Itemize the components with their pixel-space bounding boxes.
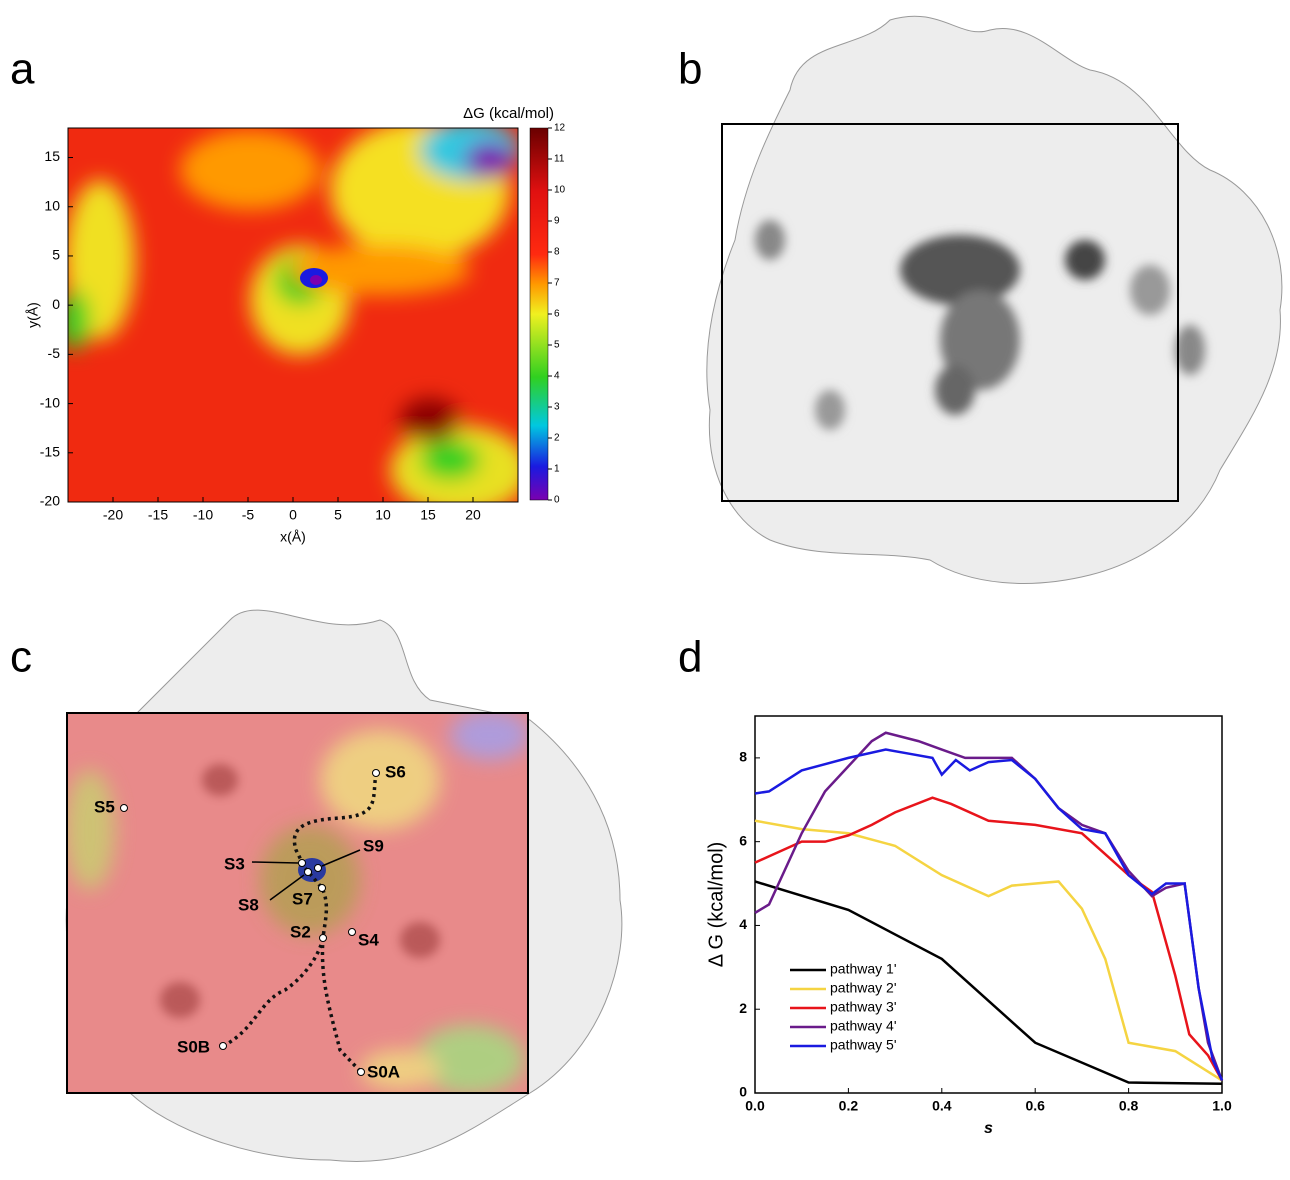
x-tick-label: 15 bbox=[420, 507, 436, 523]
colorbar-tick-label: 12 bbox=[554, 123, 566, 134]
colorbar-tick-label: 8 bbox=[554, 247, 560, 258]
colorbar-tick-label: 0 bbox=[554, 495, 560, 506]
site-label: S0B bbox=[177, 1037, 210, 1056]
y-tick-label: 8 bbox=[739, 749, 747, 765]
site-dot bbox=[314, 864, 322, 872]
colorbar-tick-label: 11 bbox=[554, 154, 565, 165]
y-tick-label: 15 bbox=[44, 148, 60, 164]
site-dot bbox=[120, 804, 128, 812]
legend-label: pathway 1' bbox=[830, 961, 897, 977]
x-tick-label: -20 bbox=[103, 507, 123, 523]
series-line bbox=[754, 796, 1224, 1082]
series-line bbox=[754, 731, 1224, 1081]
y-axis-label: Δ G (kcal/mol) bbox=[705, 842, 727, 968]
panel-label: d bbox=[678, 633, 702, 682]
colorbar bbox=[529, 127, 549, 501]
x-tick-label: 0 bbox=[289, 507, 297, 523]
series-line bbox=[754, 748, 1224, 1081]
site-dot bbox=[219, 1042, 227, 1050]
x-axis-label: s bbox=[984, 1120, 993, 1137]
legend-label: pathway 5' bbox=[830, 1037, 897, 1053]
x-tick-label: -5 bbox=[242, 507, 255, 523]
x-axis-label: x(Å) bbox=[280, 529, 306, 545]
panel-label: a bbox=[10, 45, 35, 94]
protein-surface-overlay bbox=[65, 609, 623, 1163]
colorbar-tick-label: 10 bbox=[554, 185, 566, 196]
panel-label: b bbox=[678, 45, 702, 94]
protein-surface bbox=[706, 15, 1283, 584]
y-tick-label: -20 bbox=[40, 493, 60, 509]
colorbar-tick-label: 4 bbox=[554, 371, 560, 382]
site-dot bbox=[319, 934, 327, 942]
x-tick-label: 0.0 bbox=[745, 1098, 765, 1114]
x-tick-label: 10 bbox=[375, 507, 391, 523]
x-tick-label: 1.0 bbox=[1212, 1098, 1232, 1114]
colorbar-label: ΔG (kcal/mol) bbox=[463, 105, 554, 122]
site-label: S5 bbox=[94, 797, 115, 816]
y-tick-label: -10 bbox=[40, 394, 60, 410]
x-tick-label: -15 bbox=[148, 507, 168, 523]
y-tick-label: 6 bbox=[739, 832, 747, 848]
site-label: S9 bbox=[363, 836, 384, 855]
x-tick-label: 0.4 bbox=[932, 1098, 952, 1114]
site-dot bbox=[357, 1068, 365, 1076]
colorbar-tick-label: 7 bbox=[554, 278, 560, 289]
contour-surface bbox=[68, 128, 518, 502]
legend-label: pathway 2' bbox=[830, 980, 897, 996]
colorbar-tick-label: 2 bbox=[554, 433, 560, 444]
site-label: S0A bbox=[367, 1062, 400, 1081]
x-tick-label: 0.2 bbox=[839, 1098, 859, 1114]
series-line bbox=[754, 819, 1223, 1082]
site-dot bbox=[304, 868, 312, 876]
legend-label: pathway 3' bbox=[830, 999, 897, 1015]
colorbar-tick-label: 6 bbox=[554, 309, 560, 320]
y-tick-label: 10 bbox=[44, 197, 60, 213]
y-axis-label: y(Å) bbox=[25, 302, 41, 328]
colorbar-tick-label: 1 bbox=[554, 464, 560, 475]
site-dot bbox=[348, 928, 356, 936]
site-label: S4 bbox=[358, 930, 379, 949]
panel-label: c bbox=[10, 633, 32, 682]
x-tick-label: 0.8 bbox=[1119, 1098, 1139, 1114]
y-tick-label: 0 bbox=[739, 1084, 747, 1100]
y-tick-label: -5 bbox=[48, 345, 61, 361]
site-dot bbox=[372, 769, 380, 777]
y-tick-label: 5 bbox=[52, 247, 60, 263]
site-dot bbox=[318, 884, 326, 892]
y-tick-label: -15 bbox=[40, 443, 60, 459]
colorbar-tick-label: 9 bbox=[554, 216, 560, 227]
colorbar-tick-label: 5 bbox=[554, 340, 560, 351]
x-tick-label: 5 bbox=[334, 507, 342, 523]
site-label: S7 bbox=[292, 889, 313, 908]
colorbar-tick-label: 3 bbox=[554, 402, 560, 413]
series-line bbox=[754, 880, 1223, 1086]
selection-box bbox=[721, 123, 1179, 502]
site-label: S3 bbox=[224, 854, 245, 873]
y-tick-label: 0 bbox=[52, 296, 60, 312]
site-label: S2 bbox=[290, 922, 311, 941]
plot-frame bbox=[754, 715, 1223, 1094]
y-tick-label: 4 bbox=[739, 916, 747, 932]
site-label: S6 bbox=[385, 762, 406, 781]
y-tick-label: 2 bbox=[739, 1000, 747, 1016]
x-tick-label: 20 bbox=[465, 507, 481, 523]
x-tick-label: -10 bbox=[193, 507, 213, 523]
legend-label: pathway 4' bbox=[830, 1018, 897, 1034]
x-tick-label: 0.6 bbox=[1025, 1098, 1045, 1114]
site-dot bbox=[298, 859, 306, 867]
site-label: S8 bbox=[238, 895, 259, 914]
